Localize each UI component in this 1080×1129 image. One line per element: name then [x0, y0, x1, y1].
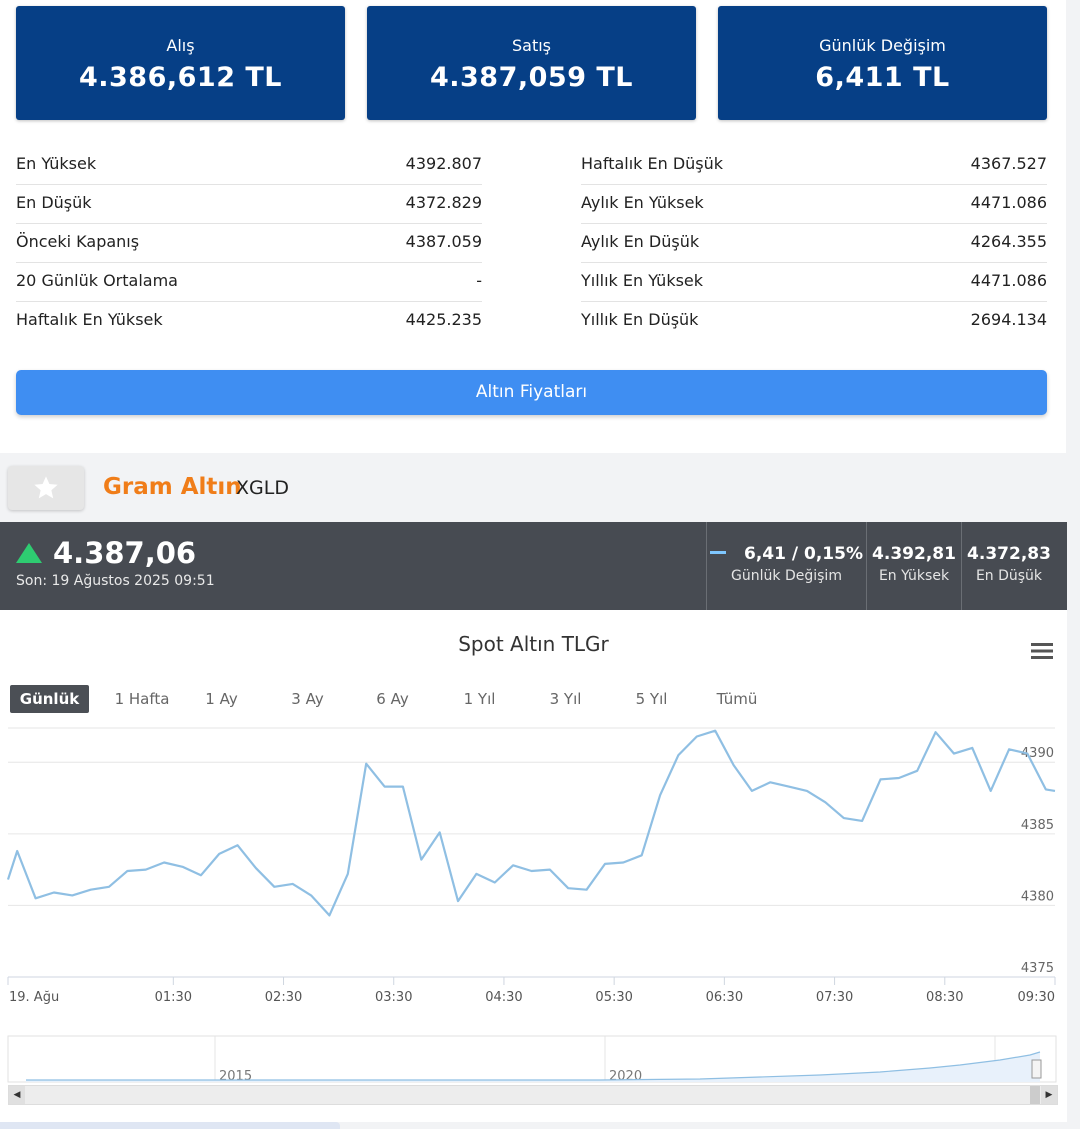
stat-value: 4425.235 — [405, 310, 482, 329]
stat-value: 4471.086 — [970, 193, 1047, 212]
x-tick-label: 09:30 — [1018, 990, 1055, 1005]
star-icon — [34, 476, 58, 499]
y-tick-label: 4380 — [1021, 889, 1054, 904]
stat-value: 4367.527 — [970, 154, 1047, 173]
stat-value: 2694.134 — [970, 310, 1047, 329]
x-tick-label: 02:30 — [265, 990, 302, 1005]
range-button-gunluk[interactable]: Günlük — [10, 685, 89, 713]
stat-value: 4392.807 — [405, 154, 482, 173]
sell-price-card: Satış 4.387,059 TL — [367, 6, 696, 120]
range-button-1-yil[interactable]: 1 Yıl — [463, 690, 496, 708]
range-button-1-hafta[interactable]: 1 Hafta — [114, 690, 170, 708]
daily-change-cell: 6,41 / 0,15% Günlük Değişim — [706, 522, 866, 610]
stat-label: Aylık En Yüksek — [581, 193, 704, 212]
chart-scrollbar[interactable]: ◀ ▶ — [8, 1085, 1058, 1105]
navigator-chart[interactable]: 201520202025 — [0, 1030, 1067, 1088]
daily-change-card: Günlük Değişim 6,411 TL — [718, 6, 1047, 120]
x-tick-label: 01:30 — [155, 990, 192, 1005]
daily-change-caption: Günlük Değişim — [731, 568, 842, 584]
daily-change-value: 6,411 TL — [815, 62, 950, 93]
stat-label: Yıllık En Düşük — [581, 310, 699, 329]
x-tick-label: 03:30 — [375, 990, 412, 1005]
stat-value: - — [476, 271, 482, 290]
stat-value: 4264.355 — [970, 232, 1047, 251]
stat-row: Yıllık En Düşük 2694.134 — [581, 302, 1047, 340]
favorite-button[interactable] — [8, 466, 84, 510]
day-low-caption: En Düşük — [975, 568, 1043, 584]
quote-bar: 4.387,06 Son: 19 Ağustos 2025 09:51 6,41… — [0, 522, 1067, 610]
navigator-handle[interactable] — [1031, 1059, 1042, 1079]
buy-price-card: Alış 4.386,612 TL — [16, 6, 345, 120]
x-tick-label: 04:30 — [485, 990, 522, 1005]
stat-row: Önceki Kapanış 4387.059 — [16, 224, 482, 263]
navigator-series-line — [26, 1051, 1041, 1081]
up-triangle-icon — [16, 543, 42, 563]
dash-icon — [710, 550, 727, 554]
instrument-name: Gram Altın — [103, 474, 242, 500]
price-series-line[interactable] — [6, 729, 1056, 917]
day-high-value: 4.392,81 — [872, 544, 956, 564]
stat-label: Haftalık En Yüksek — [16, 310, 163, 329]
stat-row: Aylık En Yüksek 4471.086 — [581, 185, 1047, 224]
stat-label: Haftalık En Düşük — [581, 154, 724, 173]
day-low-value: 4.372,83 — [967, 544, 1051, 564]
sell-label: Satış — [511, 36, 551, 55]
stat-row: Yıllık En Yüksek 4471.086 — [581, 263, 1047, 302]
stat-value: 4387.059 — [405, 232, 482, 251]
y-tick-label: 4385 — [1021, 818, 1054, 833]
scroll-thumb[interactable] — [1030, 1086, 1040, 1104]
buy-value: 4.386,612 TL — [78, 62, 283, 93]
sell-value: 4.387,059 TL — [429, 62, 634, 93]
stat-row: 20 Günlük Ortalama - — [16, 263, 482, 302]
stat-value: 4372.829 — [405, 193, 482, 212]
instrument-code: XGLD — [236, 477, 289, 499]
daily-change-value-row: 6,41 / 0,15% — [707, 544, 866, 564]
stat-label: Önceki Kapanış — [16, 232, 140, 251]
navigator-area — [26, 1052, 1040, 1082]
last-price: 4.387,06 — [53, 536, 197, 570]
hamburger-menu-icon[interactable] — [1031, 642, 1053, 660]
stat-row: En Yüksek 4392.807 — [16, 146, 482, 185]
daily-change-text: 6,41 / 0,15% — [744, 544, 863, 564]
range-button-tumu[interactable]: Tümü — [716, 690, 758, 708]
day-high-cell: 4.392,81 En Yüksek — [866, 522, 961, 610]
x-tick-label: 07:30 — [816, 990, 853, 1005]
stat-value: 4471.086 — [970, 271, 1047, 290]
y-tick-label: 4375 — [1021, 961, 1054, 976]
stat-row: Haftalık En Düşük 4367.527 — [581, 146, 1047, 185]
range-button-3-ay[interactable]: 3 Ay — [291, 690, 324, 708]
stat-row: En Düşük 4372.829 — [16, 185, 482, 224]
range-button-1-ay[interactable]: 1 Ay — [205, 690, 238, 708]
x-tick-label: 08:30 — [926, 990, 963, 1005]
scroll-left-icon[interactable]: ◀ — [9, 1086, 25, 1104]
gold-prices-button[interactable]: Altın Fiyatları — [16, 370, 1047, 415]
range-button-6-ay[interactable]: 6 Ay — [376, 690, 409, 708]
price-summary-panel: Alış 4.386,612 TL Satış 4.387,059 TL Gün… — [0, 0, 1066, 453]
range-button-5-yil[interactable]: 5 Yıl — [635, 690, 668, 708]
range-button-3-yil[interactable]: 3 Yıl — [549, 690, 582, 708]
x-tick-label: 05:30 — [595, 990, 632, 1005]
day-low-cell: 4.372,83 En Düşük — [961, 522, 1056, 610]
scroll-right-icon[interactable]: ▶ — [1041, 1086, 1057, 1104]
x-tick-label: 19. Ağu — [9, 990, 59, 1005]
bottom-strip — [0, 1122, 340, 1129]
last-update-time: Son: 19 Ağustos 2025 09:51 — [16, 573, 215, 589]
chart-panel: Spot Altın TLGr Günlük 1 Hafta 1 Ay 3 Ay… — [0, 610, 1067, 1122]
stat-row: Aylık En Düşük 4264.355 — [581, 224, 1047, 263]
stats-table-right: Haftalık En Düşük 4367.527 Aylık En Yükse… — [581, 146, 1047, 340]
stat-label: Aylık En Düşük — [581, 232, 700, 251]
stat-label: En Düşük — [16, 193, 92, 212]
stat-label: 20 Günlük Ortalama — [16, 271, 178, 290]
stat-label: Yıllık En Yüksek — [581, 271, 704, 290]
stat-row: Haftalık En Yüksek 4425.235 — [16, 302, 482, 340]
x-tick-label: 06:30 — [706, 990, 743, 1005]
day-high-caption: En Yüksek — [878, 568, 950, 584]
stat-label: En Yüksek — [16, 154, 97, 173]
chart-title: Spot Altın TLGr — [458, 632, 609, 656]
buy-label: Alış — [166, 36, 195, 55]
stats-table-left: En Yüksek 4392.807 En Düşük 4372.829 Öncek… — [16, 146, 482, 340]
daily-change-label: Günlük Değişim — [819, 36, 946, 55]
